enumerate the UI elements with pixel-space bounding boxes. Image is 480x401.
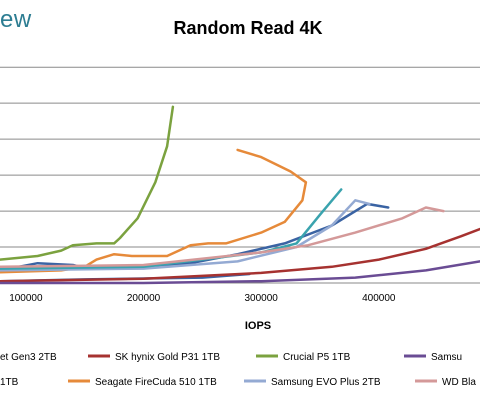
series-line-teal-drive xyxy=(0,188,343,270)
legend-label: Crucial P5 1TB xyxy=(283,352,351,363)
x-tick-labels: 100000 200000 300000 400000 xyxy=(9,293,396,304)
x-axis-label: IOPS xyxy=(245,320,271,332)
series-line-seagate-firecuda-510-1tb xyxy=(0,148,308,274)
x-tick-label: 300000 xyxy=(244,293,278,304)
x-tick-label: 200000 xyxy=(127,293,161,304)
chart-title: Random Read 4K xyxy=(173,18,323,38)
legend: et Gen3 2TB SK hynix Gold P31 1TB Crucial … xyxy=(0,352,476,388)
x-tick-label: 100000 xyxy=(9,293,43,304)
legend-label: Samsu xyxy=(431,352,462,363)
series-lines xyxy=(0,105,480,285)
gridlines xyxy=(0,66,480,248)
legend-label: Samsung EVO Plus 2TB xyxy=(271,377,381,388)
series-line-corsair-mp600-pro-1tb xyxy=(0,202,390,272)
brand-logo-text: ew xyxy=(0,6,32,33)
legend-label: Seagate FireCuda 510 1TB xyxy=(95,377,217,388)
series-line-crucial-p5-1tb xyxy=(0,105,175,261)
legend-label: 1TB xyxy=(0,377,19,388)
series-line-samsung-980-pro-1tb xyxy=(0,260,480,285)
series-line-wd-black-sn850-1tb xyxy=(0,206,445,269)
x-tick-label: 400000 xyxy=(362,293,396,304)
legend-label: SK hynix Gold P31 1TB xyxy=(115,352,220,363)
legend-label: WD Bla xyxy=(442,377,476,388)
legend-label: et Gen3 2TB xyxy=(0,352,57,363)
series-line-sk-hynix-gold-p31-1tb xyxy=(0,227,480,283)
